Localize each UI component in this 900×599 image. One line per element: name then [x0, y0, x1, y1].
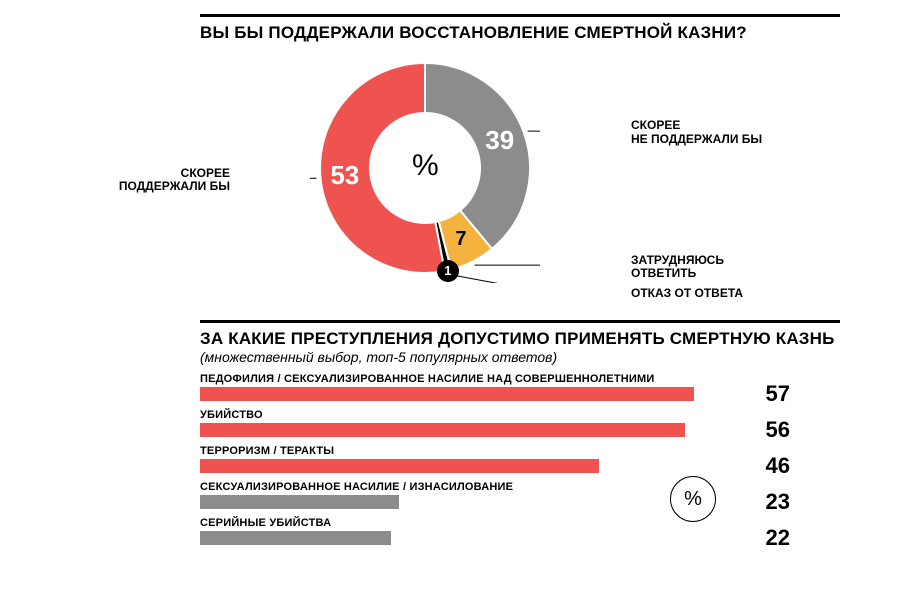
bar-value: 56 [730, 417, 790, 443]
bar-row: ПЕДОФИЛИЯ / СЕКСУАЛИЗИРОВАННОЕ НАСИЛИЕ Н… [200, 373, 840, 401]
section-rule [200, 14, 840, 17]
bar-value: 57 [730, 381, 790, 407]
donut-value-not_support: 39 [485, 125, 514, 156]
bar-fill [200, 387, 694, 401]
bar-section: ЗА КАКИЕ ПРЕСТУПЛЕНИЯ ДОПУСТИМО ПРИМЕНЯТ… [200, 320, 840, 553]
bar-row: УБИЙСТВО56 [200, 409, 840, 437]
donut-chart: % 39 7 53 СКОРЕЕНЕ ПОДДЕРЖАЛИ БЫ ЗАТРУДНЯЮС… [200, 43, 840, 303]
refuse-value-bubble: 1 [437, 260, 459, 282]
percent-bubble: % [670, 476, 716, 522]
bar-value: 22 [730, 525, 790, 551]
donut-leader-refuse [449, 275, 540, 284]
donut-label-refuse: ОТКАЗ ОТ ОТВЕТА [631, 287, 743, 301]
bar-value: 46 [730, 453, 790, 479]
donut-value-dont_know: 7 [455, 228, 466, 251]
bar-track: 23 [200, 495, 720, 509]
bar-fill [200, 531, 391, 545]
bar-fill [200, 459, 599, 473]
bar-row: ТЕРРОРИЗМ / ТЕРАКТЫ46 [200, 445, 840, 473]
donut-label-not_support: СКОРЕЕНЕ ПОДДЕРЖАЛИ БЫ [631, 119, 762, 147]
bar-row: СЕРИЙНЫЕ УБИЙСТВА22 [200, 517, 840, 545]
bar-value: 23 [730, 489, 790, 515]
donut-section: ВЫ БЫ ПОДДЕРЖАЛИ ВОССТАНОВЛЕНИЕ СМЕРТНОЙ… [200, 14, 840, 303]
bar-fill [200, 423, 685, 437]
donut-title: ВЫ БЫ ПОДДЕРЖАЛИ ВОССТАНОВЛЕНИЕ СМЕРТНОЙ… [200, 23, 840, 43]
donut-label-dont_know: ЗАТРУДНЯЮСЬОТВЕТИТЬ [631, 254, 724, 282]
bar-track: 46 [200, 459, 720, 473]
section-rule [200, 320, 840, 323]
bar-chart: ПЕДОФИЛИЯ / СЕКСУАЛИЗИРОВАННОЕ НАСИЛИЕ Н… [200, 373, 840, 545]
bar-row: СЕКСУАЛИЗИРОВАННОЕ НАСИЛИЕ / ИЗНАСИЛОВАН… [200, 481, 840, 509]
page: ВЫ БЫ ПОДДЕРЖАЛИ ВОССТАНОВЛЕНИЕ СМЕРТНОЙ… [0, 0, 900, 599]
bar-track: 57 [200, 387, 720, 401]
donut-center-symbol: % [412, 149, 439, 183]
donut-value-support: 53 [330, 160, 359, 191]
bar-track: 56 [200, 423, 720, 437]
donut-label-support: СКОРЕЕПОДДЕРЖАЛИ БЫ [115, 167, 230, 195]
bar-fill [200, 495, 399, 509]
bar-subtitle: (множественный выбор, топ-5 популярных о… [200, 349, 557, 365]
bar-title: ЗА КАКИЕ ПРЕСТУПЛЕНИЯ ДОПУСТИМО ПРИМЕНЯТ… [200, 329, 835, 348]
bar-track: 22 [200, 531, 720, 545]
